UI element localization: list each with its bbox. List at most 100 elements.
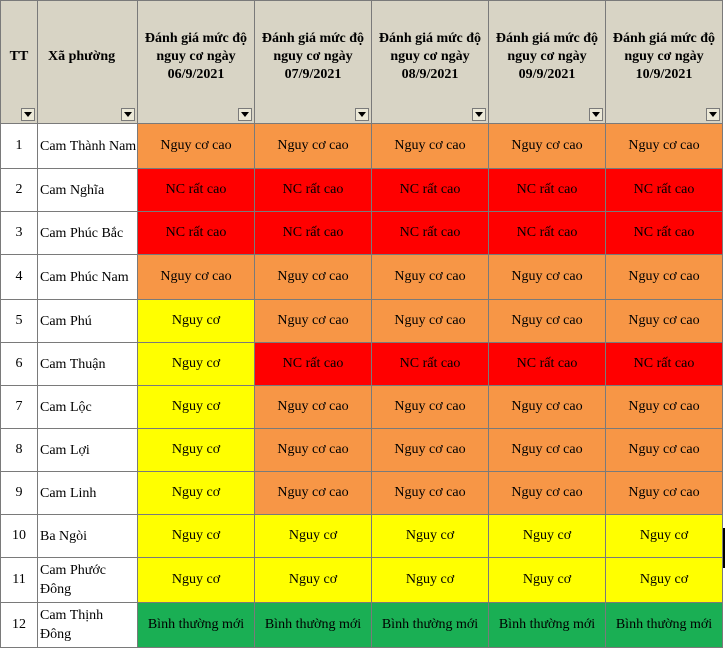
- row-number-cell[interactable]: 1: [0, 123, 38, 169]
- risk-level-cell[interactable]: NC rất cao: [488, 168, 606, 212]
- table-row: 7 Cam Lộc Nguy cơ Nguy cơ cao Nguy cơ cao Ngu…: [0, 385, 723, 429]
- risk-level-cell[interactable]: Nguy cơ cao: [488, 385, 606, 429]
- ward-name-cell[interactable]: Ba Ngòi: [37, 514, 138, 558]
- risk-level-cell[interactable]: Bình thường mới: [488, 602, 606, 648]
- ward-name-cell[interactable]: Cam Nghĩa: [37, 168, 138, 212]
- risk-level-cell[interactable]: Nguy cơ cao: [254, 123, 372, 169]
- risk-level-cell[interactable]: Nguy cơ cao: [137, 254, 255, 300]
- risk-level-cell[interactable]: Nguy cơ cao: [605, 385, 723, 429]
- filter-dropdown-day-3[interactable]: [472, 108, 486, 121]
- risk-level-cell[interactable]: Nguy cơ cao: [254, 299, 372, 343]
- dropdown-arrow-icon: [592, 112, 600, 117]
- risk-level-cell[interactable]: Nguy cơ cao: [371, 299, 489, 343]
- row-number-cell[interactable]: 9: [0, 471, 38, 515]
- risk-level-cell[interactable]: Nguy cơ: [605, 514, 723, 558]
- filter-dropdown-day-2[interactable]: [355, 108, 369, 121]
- column-header-day-label: Đánh giá mức độ nguy cơ ngày 10/9/2021: [612, 31, 716, 82]
- risk-level-cell[interactable]: Bình thường mới: [371, 602, 489, 648]
- risk-level-cell[interactable]: Nguy cơ cao: [605, 471, 723, 515]
- filter-dropdown-day-5[interactable]: [706, 108, 720, 121]
- row-number-cell[interactable]: 12: [0, 602, 38, 648]
- risk-level-cell[interactable]: Nguy cơ: [371, 557, 489, 603]
- filter-dropdown-day-1[interactable]: [238, 108, 252, 121]
- row-number-cell[interactable]: 3: [0, 211, 38, 255]
- risk-level-cell[interactable]: NC rất cao: [605, 342, 723, 386]
- ward-name-cell[interactable]: Cam Lộc: [37, 385, 138, 429]
- risk-level-cell[interactable]: Bình thường mới: [137, 602, 255, 648]
- table-row: 12 Cam Thịnh Đông Bình thường mới Bình thườ…: [0, 602, 723, 648]
- risk-level-cell[interactable]: Nguy cơ cao: [254, 385, 372, 429]
- row-number-cell[interactable]: 11: [0, 557, 38, 603]
- risk-level-cell[interactable]: Nguy cơ: [371, 514, 489, 558]
- ward-name-cell[interactable]: Cam Phú: [37, 299, 138, 343]
- risk-level-cell[interactable]: Nguy cơ cao: [371, 385, 489, 429]
- row-number-cell[interactable]: 6: [0, 342, 38, 386]
- risk-level-cell[interactable]: Nguy cơ cao: [137, 123, 255, 169]
- ward-name-cell[interactable]: Cam Thịnh Đông: [37, 602, 138, 648]
- risk-level-cell[interactable]: NC rất cao: [371, 342, 489, 386]
- risk-level-cell[interactable]: Nguy cơ cao: [254, 428, 372, 472]
- risk-level-cell[interactable]: NC rất cao: [488, 342, 606, 386]
- filter-dropdown-ward[interactable]: [121, 108, 135, 121]
- row-number-cell[interactable]: 5: [0, 299, 38, 343]
- risk-level-cell[interactable]: NC rất cao: [137, 211, 255, 255]
- risk-level-cell[interactable]: NC rất cao: [605, 168, 723, 212]
- risk-level-cell[interactable]: Nguy cơ cao: [488, 254, 606, 300]
- risk-level-cell[interactable]: NC rất cao: [254, 168, 372, 212]
- risk-level-cell[interactable]: Nguy cơ cao: [488, 299, 606, 343]
- risk-level-cell[interactable]: Nguy cơ cao: [371, 471, 489, 515]
- ward-name-cell[interactable]: Cam Lợi: [37, 428, 138, 472]
- ward-name-cell[interactable]: Cam Phúc Nam: [37, 254, 138, 300]
- filter-dropdown-day-4[interactable]: [589, 108, 603, 121]
- filter-dropdown-tt[interactable]: [21, 108, 35, 121]
- risk-level-cell[interactable]: Nguy cơ: [488, 514, 606, 558]
- risk-level-cell[interactable]: Nguy cơ cao: [371, 123, 489, 169]
- row-number-cell[interactable]: 2: [0, 168, 38, 212]
- risk-level-cell[interactable]: Nguy cơ cao: [488, 471, 606, 515]
- row-number-cell[interactable]: 10: [0, 514, 38, 558]
- risk-level-cell[interactable]: Nguy cơ cao: [488, 123, 606, 169]
- ward-name-cell[interactable]: Cam Linh: [37, 471, 138, 515]
- risk-level-cell[interactable]: Nguy cơ cao: [371, 254, 489, 300]
- risk-level-cell[interactable]: Nguy cơ cao: [605, 254, 723, 300]
- column-header-tt-label: TT: [9, 49, 29, 64]
- row-number-cell[interactable]: 7: [0, 385, 38, 429]
- risk-level-cell[interactable]: Nguy cơ: [254, 557, 372, 603]
- risk-level-cell[interactable]: Bình thường mới: [254, 602, 372, 648]
- risk-level-cell[interactable]: NC rất cao: [371, 168, 489, 212]
- risk-level-cell[interactable]: Nguy cơ: [137, 557, 255, 603]
- risk-level-cell[interactable]: NC rất cao: [605, 211, 723, 255]
- risk-level-cell[interactable]: Nguy cơ: [137, 342, 255, 386]
- risk-level-cell[interactable]: Nguy cơ: [254, 514, 372, 558]
- risk-level-cell[interactable]: Nguy cơ: [137, 428, 255, 472]
- risk-level-cell[interactable]: NC rất cao: [371, 211, 489, 255]
- row-number-cell[interactable]: 4: [0, 254, 38, 300]
- column-header-tt: TT: [0, 0, 38, 124]
- risk-level-cell[interactable]: Nguy cơ: [605, 557, 723, 603]
- ward-name-cell[interactable]: Cam Phước Đông: [37, 557, 138, 603]
- risk-level-cell[interactable]: Nguy cơ cao: [488, 428, 606, 472]
- table-row: 4 Cam Phúc Nam Nguy cơ cao Nguy cơ cao Nguy …: [0, 254, 723, 300]
- risk-level-cell[interactable]: Bình thường mới: [605, 602, 723, 648]
- ward-name-cell[interactable]: Cam Phúc Bắc: [37, 211, 138, 255]
- risk-level-cell[interactable]: Nguy cơ cao: [605, 123, 723, 169]
- risk-level-cell[interactable]: Nguy cơ: [488, 557, 606, 603]
- ward-name-cell[interactable]: Cam Thuận: [37, 342, 138, 386]
- risk-level-cell[interactable]: Nguy cơ cao: [254, 254, 372, 300]
- risk-level-cell[interactable]: NC rất cao: [488, 211, 606, 255]
- risk-level-cell[interactable]: Nguy cơ: [137, 299, 255, 343]
- risk-level-cell[interactable]: Nguy cơ cao: [605, 428, 723, 472]
- risk-level-cell[interactable]: NC rất cao: [254, 342, 372, 386]
- column-header-day-label: Đánh giá mức độ nguy cơ ngày 06/9/2021: [144, 31, 248, 82]
- risk-level-cell[interactable]: Nguy cơ cao: [605, 299, 723, 343]
- risk-level-cell[interactable]: Nguy cơ: [137, 514, 255, 558]
- row-number-cell[interactable]: 8: [0, 428, 38, 472]
- risk-level-cell[interactable]: NC rất cao: [254, 211, 372, 255]
- risk-level-cell[interactable]: Nguy cơ: [137, 471, 255, 515]
- risk-level-cell[interactable]: Nguy cơ cao: [371, 428, 489, 472]
- risk-level-cell[interactable]: Nguy cơ cao: [254, 471, 372, 515]
- column-header-day-2: Đánh giá mức độ nguy cơ ngày 07/9/2021: [254, 0, 372, 124]
- risk-level-cell[interactable]: Nguy cơ: [137, 385, 255, 429]
- ward-name-cell[interactable]: Cam Thành Nam: [37, 123, 138, 169]
- risk-level-cell[interactable]: NC rất cao: [137, 168, 255, 212]
